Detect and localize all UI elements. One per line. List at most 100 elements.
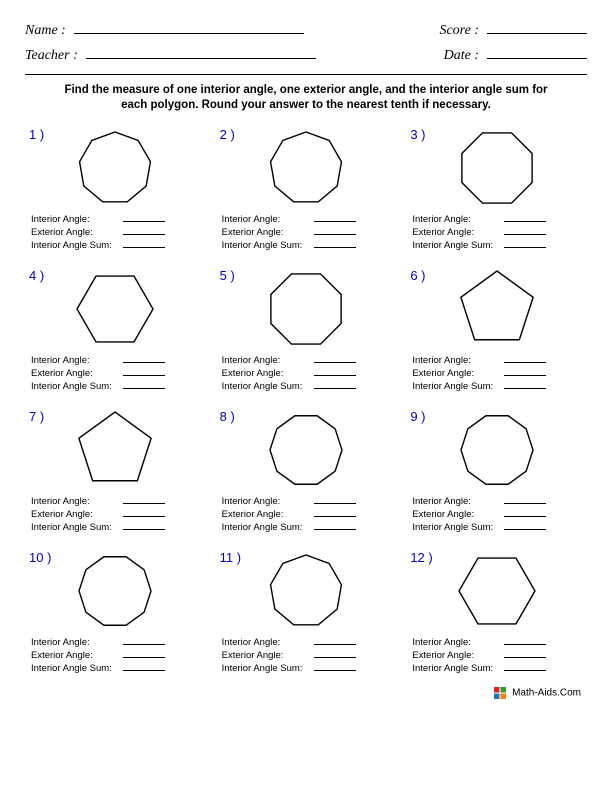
interior-angle-label: Interior Angle:: [222, 355, 314, 366]
interior-angle-sum-blank[interactable]: [504, 239, 546, 248]
worksheet-page: Name : Score : Teacher : Date : Find the…: [0, 0, 612, 709]
interior-angle-sum-label: Interior Angle Sum:: [31, 522, 123, 533]
interior-angle-blank[interactable]: [123, 495, 165, 504]
interior-angle-row: Interior Angle:: [412, 354, 587, 366]
answer-block: Interior Angle:Exterior Angle:Interior A…: [216, 495, 397, 533]
interior-angle-sum-row: Interior Angle Sum:: [412, 239, 587, 251]
question-number: 6 ): [410, 268, 425, 283]
exterior-angle-blank[interactable]: [123, 508, 165, 517]
question-number: 2 ): [220, 127, 235, 142]
answer-block: Interior Angle:Exterior Angle:Interior A…: [406, 495, 587, 533]
exterior-angle-label: Exterior Angle:: [31, 368, 123, 379]
interior-angle-blank[interactable]: [314, 213, 356, 222]
interior-angle-row: Interior Angle:: [222, 495, 397, 507]
interior-angle-sum-row: Interior Angle Sum:: [31, 380, 206, 392]
polygon-shape: [216, 548, 397, 634]
interior-angle-sum-blank[interactable]: [314, 239, 356, 248]
interior-angle-blank[interactable]: [314, 495, 356, 504]
interior-angle-sum-label: Interior Angle Sum:: [412, 381, 504, 392]
interior-angle-sum-blank[interactable]: [314, 662, 356, 671]
interior-angle-row: Interior Angle:: [222, 213, 397, 225]
exterior-angle-blank[interactable]: [504, 508, 546, 517]
answer-block: Interior Angle:Exterior Angle:Interior A…: [216, 213, 397, 251]
interior-angle-sum-blank[interactable]: [123, 239, 165, 248]
interior-angle-blank[interactable]: [314, 636, 356, 645]
interior-angle-row: Interior Angle:: [31, 636, 206, 648]
interior-angle-row: Interior Angle:: [222, 354, 397, 366]
date-field: Date :: [444, 45, 587, 64]
interior-angle-label: Interior Angle:: [412, 496, 504, 507]
exterior-angle-row: Exterior Angle:: [412, 367, 587, 379]
interior-angle-row: Interior Angle:: [412, 495, 587, 507]
interior-angle-sum-row: Interior Angle Sum:: [222, 521, 397, 533]
interior-angle-blank[interactable]: [504, 636, 546, 645]
problem-cell: 6 ) Interior Angle: Exterior Angle: Interio…: [406, 264, 587, 399]
answer-block: Interior Angle:Exterior Angle:Interior A…: [25, 636, 206, 674]
logo-icon: [494, 687, 506, 699]
interior-angle-sum-blank[interactable]: [504, 662, 546, 671]
exterior-angle-row: Exterior Angle:: [31, 649, 206, 661]
header-row-1: Name : Score :: [25, 20, 587, 39]
interior-angle-sum-row: Interior Angle Sum:: [222, 239, 397, 251]
footer: Math-Aids.Com: [25, 687, 587, 699]
problem-cell: 11 )Interior Angle:Exterior Angle:Interi…: [216, 546, 397, 681]
question-number: 11 ): [220, 550, 241, 565]
interior-angle-blank[interactable]: [314, 354, 356, 363]
question-number: 12 ): [410, 550, 432, 565]
interior-angle-blank[interactable]: [504, 495, 546, 504]
exterior-angle-row: Exterior Angle:: [222, 367, 397, 379]
interior-angle-blank[interactable]: [123, 354, 165, 363]
exterior-angle-blank[interactable]: [314, 367, 356, 376]
interior-angle-sum-blank[interactable]: [123, 380, 165, 389]
exterior-angle-row: Exterior Angle:: [31, 367, 206, 379]
exterior-angle-blank[interactable]: [314, 649, 356, 658]
problem-cell: 3 )Interior Angle:Exterior Angle:Interio…: [406, 123, 587, 258]
exterior-angle-blank[interactable]: [123, 367, 165, 376]
polygon-shape: [406, 266, 587, 352]
interior-angle-label: Interior Angle:: [31, 355, 123, 366]
interior-angle-blank[interactable]: [504, 354, 546, 363]
interior-angle-label: Interior Angle:: [222, 214, 314, 225]
exterior-angle-blank[interactable]: [504, 226, 546, 235]
problem-grid: 1 )Interior Angle:Exterior Angle:Interio…: [25, 123, 587, 681]
interior-angle-sum-row: Interior Angle Sum:: [412, 662, 587, 674]
interior-angle-sum-blank[interactable]: [123, 521, 165, 530]
interior-angle-sum-label: Interior Angle Sum:: [412, 522, 504, 533]
exterior-angle-blank[interactable]: [504, 649, 546, 658]
interior-angle-blank[interactable]: [123, 213, 165, 222]
teacher-blank[interactable]: [86, 45, 316, 59]
interior-angle-sum-blank[interactable]: [314, 521, 356, 530]
interior-angle-sum-row: Interior Angle Sum:: [222, 662, 397, 674]
answer-block: Interior Angle:Exterior Angle:Interior A…: [216, 354, 397, 392]
exterior-angle-label: Exterior Angle:: [412, 368, 504, 379]
name-blank[interactable]: [74, 20, 304, 34]
polygon-shape: [216, 125, 397, 211]
exterior-angle-blank[interactable]: [123, 649, 165, 658]
interior-angle-sum-blank[interactable]: [314, 380, 356, 389]
question-number: 3 ): [410, 127, 425, 142]
interior-angle-blank[interactable]: [123, 636, 165, 645]
exterior-angle-blank[interactable]: [504, 367, 546, 376]
problem-cell: 10 )Interior Angle:Exterior Angle:Interi…: [25, 546, 206, 681]
interior-angle-sum-blank[interactable]: [504, 380, 546, 389]
problem-cell: 12 ) Interior Angle:Exterior Angle:Interi…: [406, 546, 587, 681]
exterior-angle-blank[interactable]: [123, 226, 165, 235]
teacher-field: Teacher :: [25, 45, 316, 64]
teacher-label: Teacher :: [25, 48, 78, 64]
interior-angle-label: Interior Angle:: [222, 637, 314, 648]
interior-angle-label: Interior Angle:: [31, 637, 123, 648]
exterior-angle-blank[interactable]: [314, 226, 356, 235]
polygon-shape: [406, 125, 587, 211]
name-label: Name :: [25, 23, 66, 39]
answer-block: Interior Angle:Exterior Angle:Interior A…: [406, 636, 587, 674]
exterior-angle-blank[interactable]: [314, 508, 356, 517]
exterior-angle-label: Exterior Angle:: [412, 227, 504, 238]
exterior-angle-label: Exterior Angle:: [31, 509, 123, 520]
date-blank[interactable]: [487, 45, 587, 59]
header-divider: [25, 74, 587, 75]
interior-angle-sum-blank[interactable]: [504, 521, 546, 530]
score-blank[interactable]: [487, 20, 587, 34]
interior-angle-blank[interactable]: [504, 213, 546, 222]
interior-angle-sum-blank[interactable]: [123, 662, 165, 671]
interior-angle-sum-label: Interior Angle Sum:: [222, 522, 314, 533]
